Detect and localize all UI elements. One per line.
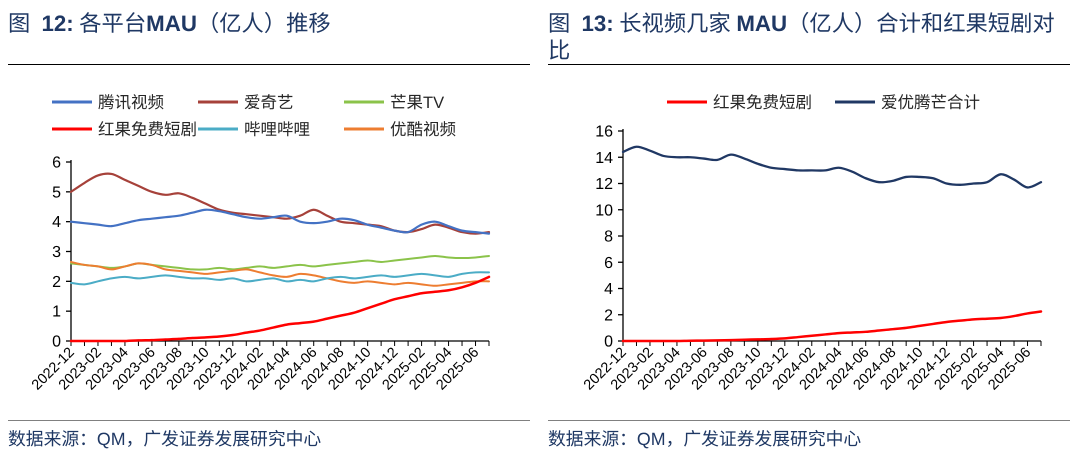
svg-text:12: 12: [595, 176, 613, 193]
svg-text:0: 0: [52, 334, 61, 351]
svg-text:8: 8: [604, 229, 613, 246]
svg-text:14: 14: [595, 150, 613, 167]
svg-text:3: 3: [52, 244, 61, 261]
svg-text:4: 4: [52, 214, 61, 231]
svg-text:16: 16: [595, 124, 613, 141]
svg-text:2: 2: [604, 307, 613, 324]
svg-text:5: 5: [52, 184, 61, 201]
svg-text:6: 6: [604, 255, 613, 272]
svg-text:10: 10: [595, 202, 613, 219]
svg-text:1: 1: [52, 304, 61, 321]
svg-text:0: 0: [604, 334, 613, 351]
svg-text:2: 2: [52, 274, 61, 291]
svg-text:4: 4: [604, 281, 613, 298]
svg-text:6: 6: [52, 155, 61, 172]
